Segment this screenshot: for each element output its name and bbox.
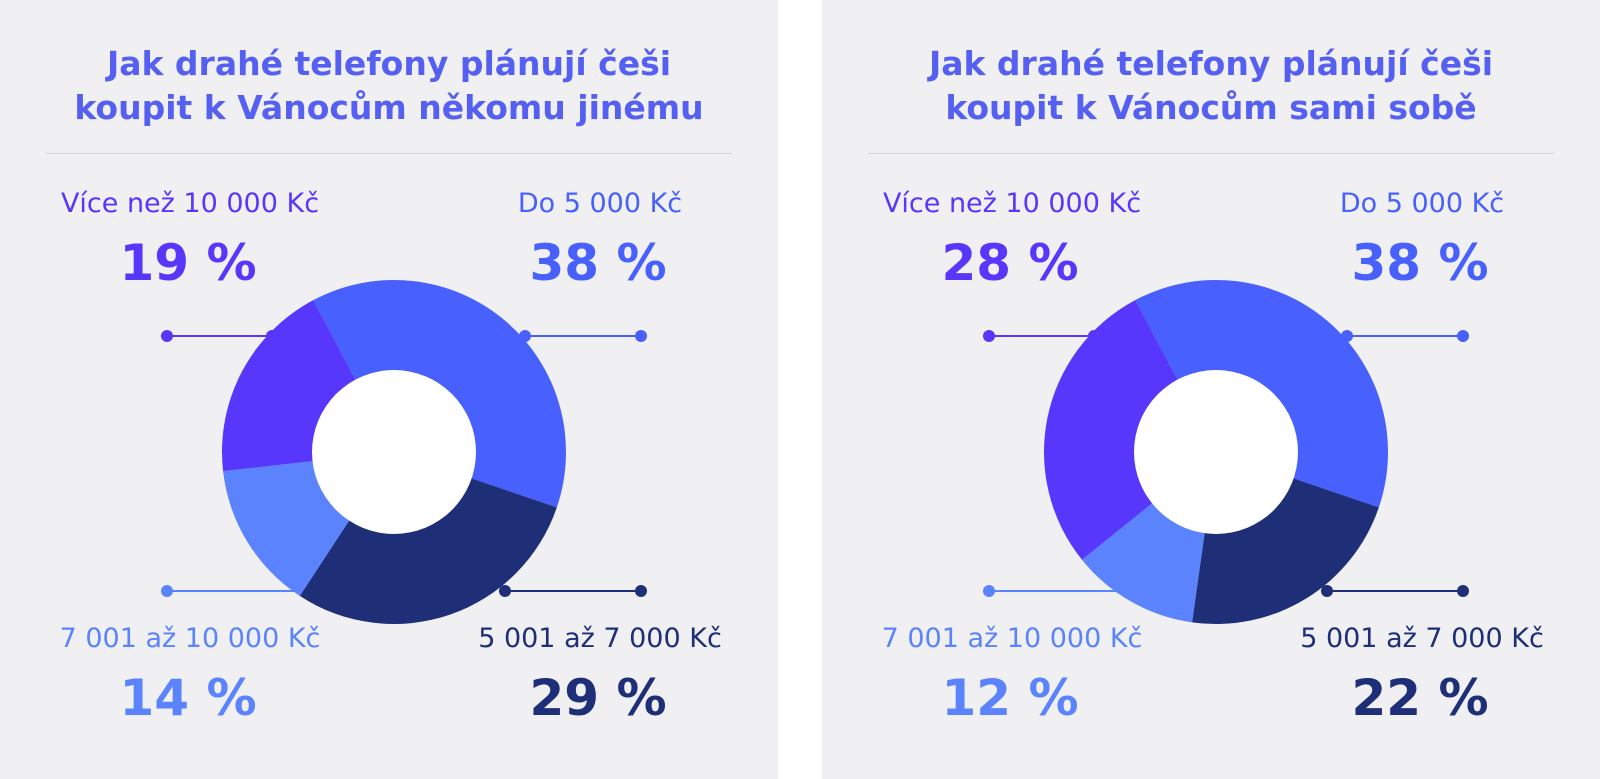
leader-dot-vice-nez-10000 bbox=[161, 330, 173, 342]
leader-dot-7001-az-10000 bbox=[161, 585, 173, 597]
label-7001-az-10000: 7 001 až 10 000 Kč bbox=[881, 623, 1143, 654]
value-7001-az-10000: 14 % bbox=[119, 669, 257, 727]
panel-left: Jak drahé telefony plánují češi koupit k… bbox=[0, 0, 778, 779]
leader-dot-7001-az-10000 bbox=[983, 585, 995, 597]
leader-dot-vice-nez-10000 bbox=[983, 330, 995, 342]
leader-dot-5001-az-7000 bbox=[1321, 585, 1333, 597]
value-7001-az-10000: 12 % bbox=[941, 669, 1079, 727]
title-divider bbox=[46, 153, 732, 154]
panel-right: Jak drahé telefony plánují češi koupit k… bbox=[822, 0, 1600, 779]
chart-title-line-2: koupit k Vánocům sami sobě bbox=[945, 88, 1477, 127]
label-vice-nez-10000: Více než 10 000 Kč bbox=[60, 188, 320, 219]
label-5001-az-7000: 5 001 až 7 000 Kč bbox=[1300, 623, 1544, 654]
leader-dot-5001-az-7000 bbox=[499, 585, 511, 597]
chart-title-line-1: Jak drahé telefony plánují češi bbox=[928, 44, 1494, 83]
value-do-5000: 38 % bbox=[1351, 234, 1489, 292]
donut-hole bbox=[1134, 370, 1298, 534]
value-5001-az-7000: 22 % bbox=[1351, 669, 1489, 727]
value-vice-nez-10000: 19 % bbox=[119, 234, 257, 292]
leader-dot-do-5000 bbox=[635, 330, 647, 342]
label-5001-az-7000: 5 001 až 7 000 Kč bbox=[478, 623, 722, 654]
title-divider bbox=[868, 153, 1554, 154]
chart-title-line-1: Jak drahé telefony plánují češi bbox=[106, 44, 672, 83]
value-vice-nez-10000: 28 % bbox=[941, 234, 1079, 292]
value-do-5000: 38 % bbox=[529, 234, 667, 292]
leader-dot-do-5000 bbox=[1457, 330, 1469, 342]
value-5001-az-7000: 29 % bbox=[529, 669, 667, 727]
label-do-5000: Do 5 000 Kč bbox=[517, 188, 683, 219]
leader-dot-5001-az-7000 bbox=[1457, 585, 1469, 597]
donut-segment-5001-az-7000 bbox=[299, 452, 557, 624]
chart-title-line-2: koupit k Vánocům někomu jinému bbox=[74, 88, 704, 127]
donut-hole bbox=[312, 370, 476, 534]
chart-title: Jak drahé telefony plánují češi koupit k… bbox=[822, 42, 1600, 130]
donut-chart bbox=[983, 279, 1469, 625]
label-do-5000: Do 5 000 Kč bbox=[1339, 188, 1505, 219]
donut-segment-vice-nez-10000 bbox=[1043, 300, 1216, 560]
label-vice-nez-10000: Více než 10 000 Kč bbox=[882, 188, 1142, 219]
donut-chart bbox=[161, 279, 647, 624]
label-7001-az-10000: 7 001 až 10 000 Kč bbox=[59, 623, 321, 654]
chart-title: Jak drahé telefony plánují češi koupit k… bbox=[0, 42, 778, 130]
leader-dot-5001-az-7000 bbox=[635, 585, 647, 597]
